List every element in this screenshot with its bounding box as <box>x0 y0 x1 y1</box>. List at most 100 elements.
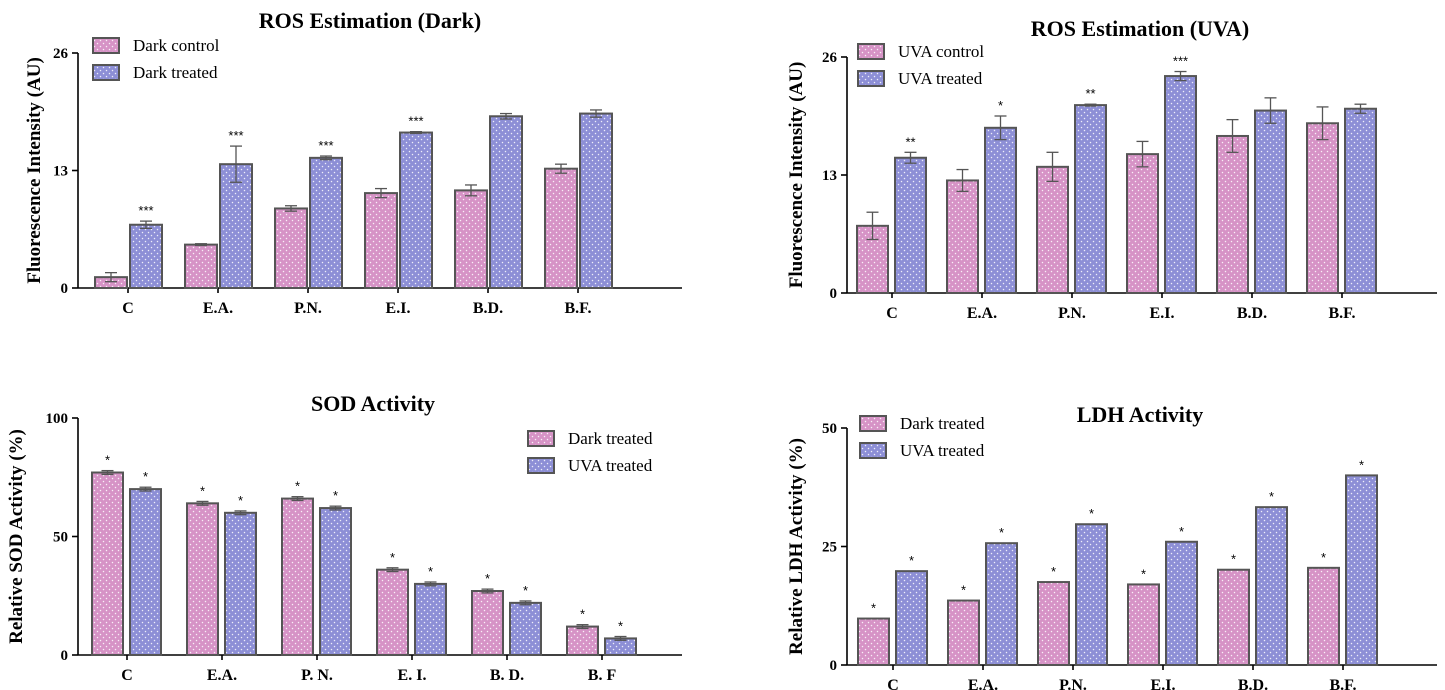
significance-mark: * <box>618 619 623 634</box>
x-tick-label: P.N. <box>1059 677 1087 690</box>
y-tick-label: 0 <box>61 648 69 664</box>
bar-series-a <box>1306 122 1339 294</box>
chart-title: SOD Activity <box>311 391 435 416</box>
legend-label: Dark treated <box>133 63 218 82</box>
significance-mark: * <box>1141 566 1146 581</box>
significance-mark: * <box>390 550 395 565</box>
significance-mark: ** <box>905 134 915 149</box>
significance-mark: * <box>295 479 300 494</box>
significance-mark: *** <box>228 128 243 143</box>
bar-series-b <box>1254 109 1287 294</box>
y-tick-label: 26 <box>822 50 838 66</box>
x-tick-label: B.F. <box>1329 305 1356 322</box>
bar-series-b <box>1164 75 1197 294</box>
x-tick-label: B.D. <box>1237 305 1267 322</box>
bar-series-b <box>509 601 542 656</box>
bar-series-b <box>224 511 257 656</box>
x-tick-label: P.N. <box>294 300 322 317</box>
y-tick-label: 100 <box>46 411 69 427</box>
bar-series-b <box>414 582 447 657</box>
significance-mark: * <box>961 583 966 598</box>
bar-series-b <box>1345 474 1378 666</box>
bar-series-b <box>895 570 928 667</box>
bar-series-a <box>471 590 504 657</box>
bar-series-b <box>129 488 162 656</box>
bar-series-a <box>1307 566 1340 667</box>
chart-panel-2: ROS Estimation (UVA) Fluorescence Intensi… <box>786 16 1437 322</box>
significance-mark: * <box>1269 489 1274 504</box>
legend-label: UVA control <box>898 42 984 61</box>
legend-swatch <box>857 43 885 60</box>
y-tick-label: 13 <box>822 168 837 184</box>
y-axis-label: Relative LDH Activity (%) <box>786 438 807 655</box>
legend-swatch <box>92 37 120 54</box>
legend-label: UVA treated <box>568 456 653 475</box>
legend-swatch <box>527 430 555 447</box>
y-tick-label: 50 <box>53 530 68 546</box>
significance-mark: * <box>1359 457 1364 472</box>
significance-mark: * <box>998 98 1003 113</box>
bar-series-a <box>281 497 314 656</box>
bar-series-a <box>1217 568 1250 667</box>
bar-series-b <box>489 115 523 290</box>
bar-series-a <box>1127 583 1160 666</box>
bar-series-b <box>985 542 1018 667</box>
x-tick-label: E.A. <box>207 667 237 684</box>
y-tick-label: 0 <box>61 281 69 297</box>
x-tick-label: E.I. <box>1150 305 1175 322</box>
bar-series-a <box>376 568 409 656</box>
bar-series-b <box>309 156 343 289</box>
legend-label: Dark treated <box>900 414 985 433</box>
bar-series-a <box>946 179 979 294</box>
y-tick-label: 0 <box>830 658 838 674</box>
bar-series-b <box>579 112 613 289</box>
bar-series-b <box>894 156 927 294</box>
x-tick-label: E. I. <box>398 667 427 684</box>
chart-panel-3: SOD Activity Relative SOD Activity (%) 0 50… <box>6 391 682 684</box>
significance-mark: * <box>871 601 876 616</box>
legend-swatch <box>859 442 887 459</box>
significance-mark: *** <box>138 203 153 218</box>
bar-series-b <box>1075 523 1108 666</box>
chart-panel-1: ROS Estimation (Dark) Fluorescence Intens… <box>24 8 682 317</box>
chart-panel-4: LDH Activity Relative LDH Activity (%) 0 25… <box>786 402 1437 690</box>
significance-mark: * <box>909 553 914 568</box>
bar-series-a <box>1037 581 1070 666</box>
bar-series-a <box>857 617 890 666</box>
significance-mark: * <box>333 488 338 503</box>
y-axis-label: Fluorescence Intensity (AU) <box>786 62 807 289</box>
y-axis-label: Fluorescence Intensity (AU) <box>24 57 45 284</box>
legend-label: Dark treated <box>568 429 653 448</box>
x-tick-label: E.I. <box>386 300 411 317</box>
legend-swatch <box>857 70 885 87</box>
x-tick-label: P. N. <box>301 667 333 684</box>
bar-series-a <box>454 189 488 289</box>
chart-title: ROS Estimation (Dark) <box>259 8 481 33</box>
y-tick-label: 13 <box>53 164 68 180</box>
x-tick-label: E.A. <box>967 305 997 322</box>
legend-swatch <box>92 64 120 81</box>
legend-label: UVA treated <box>898 69 983 88</box>
significance-mark: * <box>238 493 243 508</box>
x-tick-label: E.A. <box>203 300 233 317</box>
significance-mark: * <box>428 564 433 579</box>
bar-series-a <box>91 471 124 657</box>
significance-mark: * <box>580 607 585 622</box>
y-tick-label: 25 <box>822 540 837 556</box>
significance-mark: * <box>1179 524 1184 539</box>
x-tick-label: B.F. <box>1330 677 1357 690</box>
x-tick-label: C <box>121 667 133 684</box>
legend-swatch <box>859 415 887 432</box>
significance-mark: * <box>200 483 205 498</box>
bar-series-a <box>274 207 308 289</box>
bar-series-a <box>947 599 980 667</box>
bar-series-b <box>1255 506 1288 666</box>
y-tick-label: 26 <box>53 46 69 62</box>
significance-mark: *** <box>408 114 423 129</box>
bar-series-a <box>364 192 398 290</box>
y-tick-label: 0 <box>830 286 838 302</box>
legend-label: Dark control <box>133 36 220 55</box>
x-tick-label: B.D. <box>1238 677 1268 690</box>
significance-mark: *** <box>318 138 333 153</box>
bar-series-b <box>319 507 352 656</box>
